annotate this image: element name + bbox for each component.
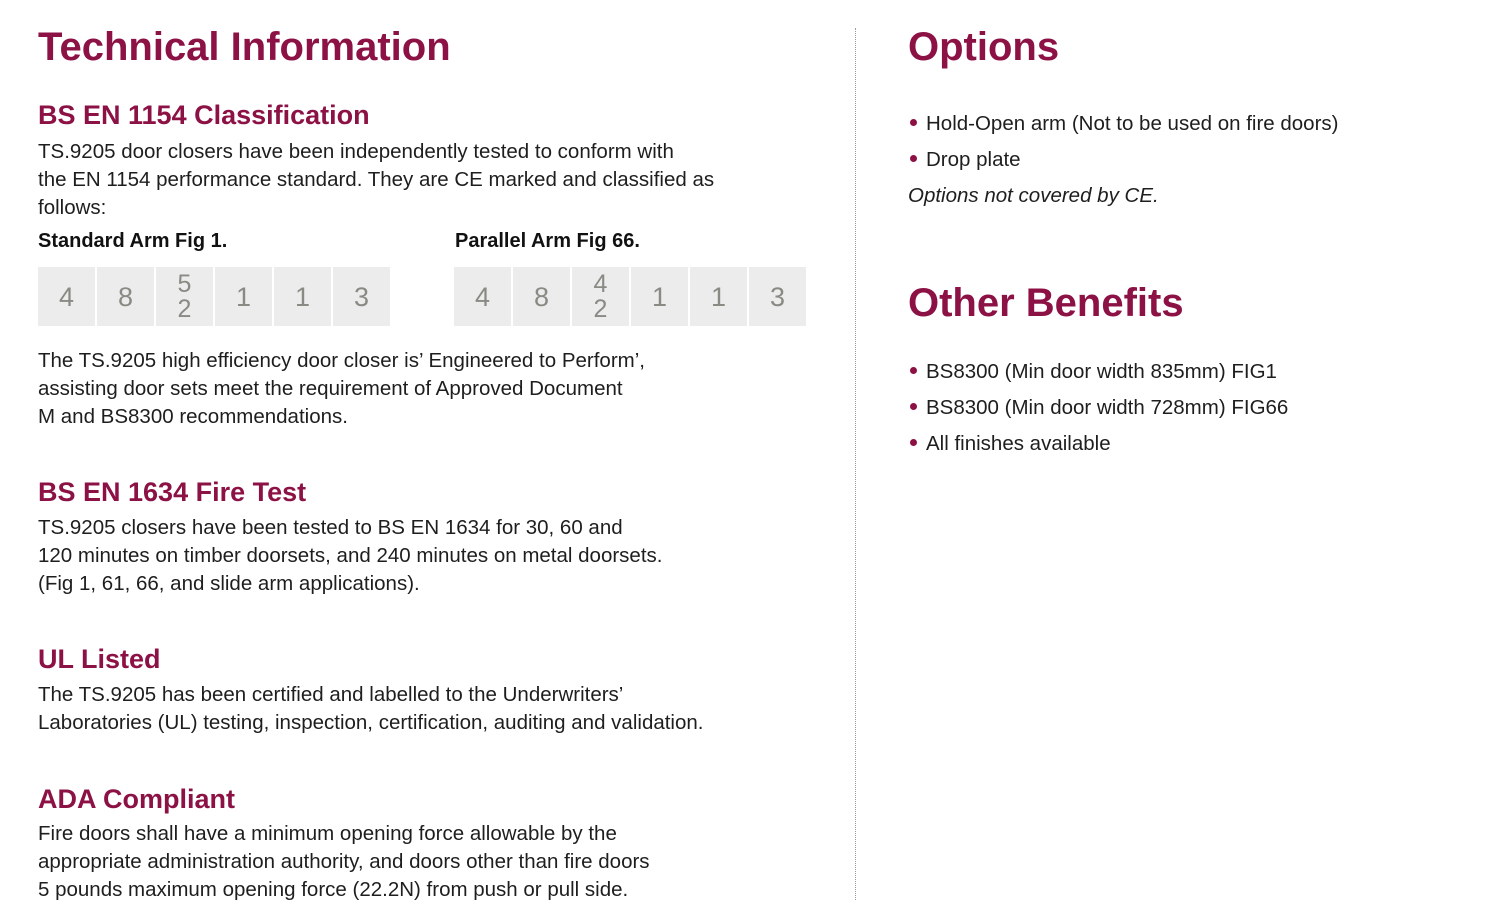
classification-digit-box: 1 [274, 267, 331, 326]
classification-digit-box: 4 [454, 267, 511, 326]
ada-heading: ADA Compliant [38, 784, 235, 814]
standard-arm-label: Standard Arm Fig 1. [38, 230, 228, 252]
text-line: (Fig 1, 61, 66, and slide arm applicatio… [38, 572, 420, 595]
performance-text: The TS.9205 high efficiency door closer … [38, 347, 645, 431]
page-title: Technical Information [38, 25, 451, 69]
classification-digit-box: 1 [215, 267, 272, 326]
classification-digit: 1 [710, 281, 727, 312]
ul-heading: UL Listed [38, 644, 161, 674]
classification-digit: 4 [593, 269, 608, 298]
benefits-title: Other Benefits [908, 281, 1184, 325]
classification-digit: 4 [474, 281, 491, 312]
classification-digit: 1 [651, 281, 668, 312]
text-line: 5 pounds maximum opening force (22.2N) f… [38, 878, 629, 901]
classification-digit: 1 [235, 281, 252, 312]
classification-digit-box: 1 [690, 267, 747, 326]
text-line: TS.9205 closers have been tested to BS E… [38, 516, 623, 539]
options-title: Options [908, 25, 1060, 69]
text-line: appropriate administration authority, an… [38, 850, 650, 873]
classification-digit: 2 [593, 294, 608, 323]
options-note: Options not covered by CE. [908, 184, 1159, 207]
classification-digit: 1 [294, 281, 311, 312]
benefits-list: BS8300 (Min door width 835mm) FIG1 BS830… [910, 354, 1288, 462]
bullet-icon [910, 367, 917, 375]
fire-test-heading: BS EN 1634 Fire Test [38, 477, 307, 507]
classification-digit: 3 [353, 281, 370, 312]
text-line: 120 minutes on timber doorsets, and 240 … [38, 544, 663, 567]
fire-test-text: TS.9205 closers have been tested to BS E… [38, 514, 662, 598]
classification-digit: 2 [177, 294, 192, 323]
list-item: Hold-Open arm (Not to be used on fire do… [910, 106, 1338, 142]
list-item: BS8300 (Min door width 728mm) FIG66 [910, 390, 1288, 426]
classification-digit: 8 [117, 281, 134, 312]
text-line: Fire doors shall have a minimum opening … [38, 822, 617, 845]
bullet-icon [910, 155, 917, 163]
text-line: The TS.9205 high efficiency door closer … [38, 349, 645, 372]
options-list: Hold-Open arm (Not to be used on fire do… [910, 106, 1338, 178]
ul-text: The TS.9205 has been certified and label… [38, 681, 704, 737]
classification-digit: 5 [177, 269, 192, 298]
text-line: The TS.9205 has been certified and label… [38, 683, 624, 706]
classification-digit-box: 3 [333, 267, 390, 326]
classification-text: TS.9205 door closers have been independe… [38, 138, 714, 222]
text-line: TS.9205 door closers have been independe… [38, 140, 674, 163]
classification-digit-box: 8 [513, 267, 570, 326]
parallel-arm-label: Parallel Arm Fig 66. [455, 230, 640, 252]
classification-digit-box: 1 [631, 267, 688, 326]
bullet-icon [910, 403, 917, 411]
classification-heading: BS EN 1154 Classification [38, 100, 370, 130]
column-divider [855, 28, 856, 900]
text-line: assisting door sets meet the requirement… [38, 377, 623, 400]
classification-digit-box: 3 [749, 267, 806, 326]
list-item: Drop plate [910, 142, 1338, 178]
classification-digit-box: 8 [97, 267, 154, 326]
text-line: follows: [38, 196, 107, 219]
text-line: M and BS8300 recommendations. [38, 405, 348, 428]
classification-digit: 3 [769, 281, 786, 312]
list-item: BS8300 (Min door width 835mm) FIG1 [910, 354, 1288, 390]
bullet-icon [910, 439, 917, 447]
list-item: All finishes available [910, 426, 1288, 462]
bullet-icon [910, 119, 917, 127]
text-line: the EN 1154 performance standard. They a… [38, 168, 715, 191]
classification-digit-box: 4 [38, 267, 95, 326]
classification-digit: 4 [58, 281, 75, 312]
ada-text: Fire doors shall have a minimum opening … [38, 820, 650, 904]
classification-digit: 8 [533, 281, 550, 312]
text-line: Laboratories (UL) testing, inspection, c… [38, 711, 704, 734]
